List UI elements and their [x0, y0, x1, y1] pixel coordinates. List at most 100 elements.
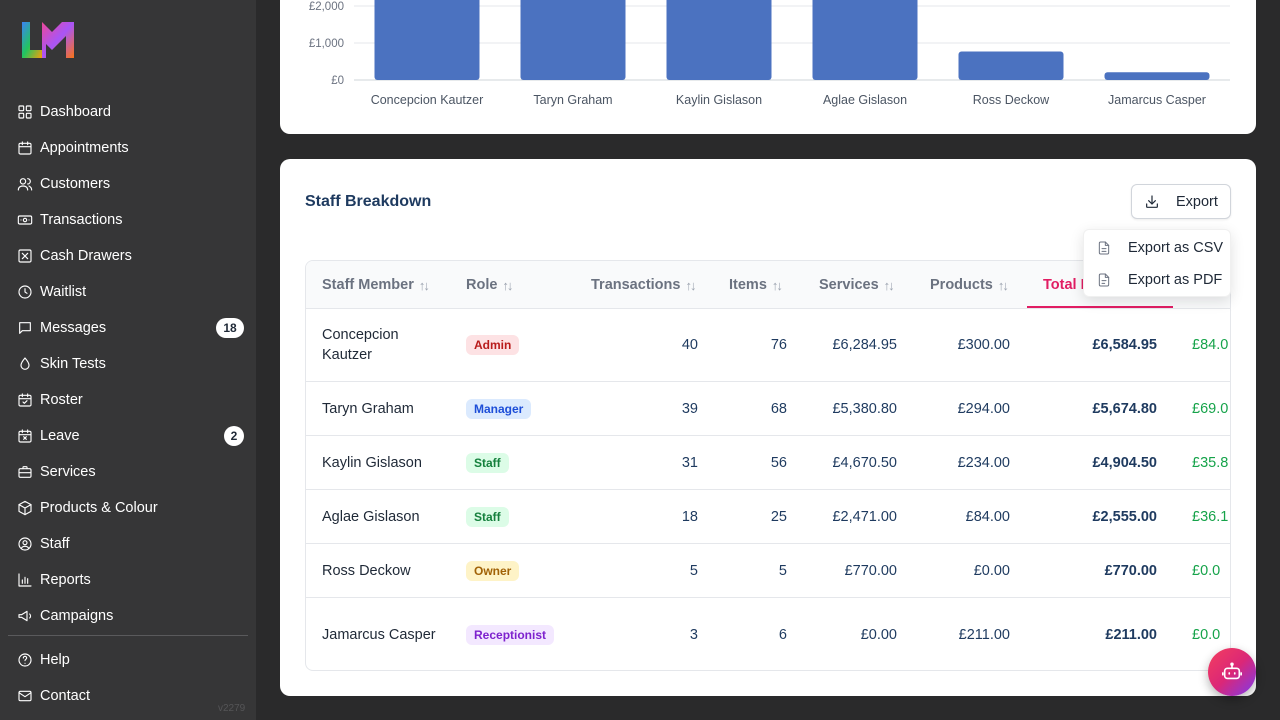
box-icon — [16, 499, 34, 517]
sidebar-item-help[interactable]: Help — [16, 646, 248, 674]
export-label: Export — [1176, 193, 1218, 210]
column-products[interactable]: Products ↑↓ — [930, 277, 1009, 293]
products-value: £211.00 — [958, 626, 1010, 643]
sidebar-item-products-colour[interactable]: Products & Colour — [16, 494, 248, 522]
sidebar-item-reports[interactable]: Reports — [16, 566, 248, 594]
sidebar-item-dashboard[interactable]: Dashboard — [16, 98, 248, 126]
column-staff-member[interactable]: Staff Member ↑↓ — [322, 277, 430, 293]
export-button[interactable]: Export — [1131, 184, 1231, 219]
transactions-value: 18 — [681, 508, 698, 525]
table-row[interactable]: Taryn Graham Manager 39 68 £5,380.80 £294.00 £… — [306, 382, 1230, 436]
chart-bar — [812, 0, 918, 80]
bar-chart-icon — [16, 571, 34, 589]
sort-icon: ↑↓ — [418, 277, 430, 293]
items-value: 5 — [778, 562, 787, 579]
download-icon — [1146, 194, 1158, 208]
transactions-value: 39 — [681, 400, 698, 417]
items-value: 68 — [770, 400, 787, 417]
count-badge: 18 — [216, 318, 244, 338]
message-icon — [16, 319, 34, 337]
table-row[interactable]: Kaylin Gislason Staff 31 56 £4,670.50 £234.00… — [306, 436, 1230, 490]
table-row[interactable]: Ross Deckow Owner 5 5 £770.00 £0.00 £770.00 £0.… — [306, 544, 1230, 598]
sidebar-item-label: Cash Drawers — [40, 248, 132, 264]
staff-breakdown-table: Staff Member ↑↓ Role ↑↓ Transactions ↑↓ Ite… — [305, 260, 1231, 671]
sidebar-item-appointments[interactable]: Appointments — [16, 134, 248, 162]
column-total-revenue[interactable]: Total R — [1043, 277, 1092, 293]
chart-bar — [374, 0, 480, 80]
sidebar-item-cash-drawers[interactable]: Cash Drawers — [16, 242, 248, 270]
products-value: £294.00 — [957, 400, 1010, 417]
sidebar-item-label: Messages — [40, 320, 107, 336]
table-row[interactable]: Concepcion Kautzer Admin 40 76 £6,284.95 £300… — [306, 309, 1230, 382]
sidebar-item-skin-tests[interactable]: Skin Tests — [16, 350, 248, 378]
services-value: £5,380.80 — [832, 400, 897, 417]
role-badge: Manager — [466, 398, 532, 419]
sidebar-item-leave[interactable]: Leave 2 — [16, 422, 248, 450]
role-cell: Receptionist — [466, 598, 555, 670]
export-dropdown-menu: Export as CSV Export as PDF — [1083, 229, 1231, 297]
sidebar-item-label: Customers — [40, 176, 111, 192]
sort-icon: ↑↓ — [997, 277, 1009, 293]
role-cell: Owner — [466, 544, 520, 597]
table-row[interactable]: Jamarcus Casper Receptionist 3 6 £0.00 £211.0… — [306, 598, 1230, 670]
table-row[interactable]: Aglae Gislason Staff 18 25 £2,471.00 £84.00 £2… — [306, 490, 1230, 544]
sidebar-item-label: Contact — [40, 688, 90, 704]
column-transactions[interactable]: Transactions ↑↓ — [591, 277, 696, 293]
dashboard-icon — [16, 103, 34, 121]
total-revenue-value: £4,904.50 — [1092, 454, 1157, 471]
extra-value: £35.8 — [1192, 454, 1229, 471]
cash-drawer-icon — [16, 247, 34, 265]
y-tick-label: £1,000 — [309, 38, 344, 50]
y-tick-label: £2,000 — [309, 1, 344, 13]
sidebar-item-label: Products & Colour — [40, 500, 158, 516]
active-sort-indicator — [1027, 306, 1173, 308]
assistant-button[interactable] — [1208, 648, 1256, 696]
sidebar-item-label: Leave — [40, 428, 80, 444]
table-header: Staff Member ↑↓ Role ↑↓ Transactions ↑↓ Ite… — [306, 261, 1230, 309]
export-pdf-option[interactable]: Export as PDF — [1084, 264, 1232, 296]
y-tick-label: £0 — [331, 75, 344, 87]
sidebar-item-waitlist[interactable]: Waitlist — [16, 278, 248, 306]
column-items[interactable]: Items ↑↓ — [729, 277, 783, 293]
column-services[interactable]: Services ↑↓ — [819, 277, 895, 293]
chart-bar — [520, 0, 626, 80]
services-value: £770.00 — [844, 562, 897, 579]
role-badge: Staff — [466, 506, 509, 527]
calendar-x-icon — [16, 427, 34, 445]
sidebar-item-campaigns[interactable]: Campaigns — [16, 602, 248, 630]
sidebar-item-customers[interactable]: Customers — [16, 170, 248, 198]
x-tick-label: Kaylin Gislason — [676, 93, 762, 107]
sidebar-item-services[interactable]: Services — [16, 458, 248, 486]
export-pdf-label: Export as PDF — [1128, 272, 1223, 288]
sidebar-item-messages[interactable]: Messages 18 — [16, 314, 248, 342]
products-value: £300.00 — [957, 337, 1010, 353]
transactions-value: 40 — [681, 337, 698, 353]
card-title: Staff Breakdown — [305, 193, 432, 210]
transactions-value: 31 — [681, 454, 698, 471]
sidebar-item-label: Roster — [40, 392, 83, 408]
briefcase-icon — [16, 463, 34, 481]
sidebar-item-roster[interactable]: Roster — [16, 386, 248, 414]
staff-name: Kaylin Gislason — [322, 454, 422, 471]
role-cell: Staff — [466, 436, 509, 489]
services-value: £2,471.00 — [832, 508, 897, 525]
sidebar-item-transactions[interactable]: Transactions — [16, 206, 248, 234]
sidebar-item-label: Skin Tests — [40, 356, 106, 372]
staff-revenue-chart-card: £0 £1,000 £2,000 Concepcion Kautzer Taryn Gr… — [280, 0, 1256, 134]
column-role[interactable]: Role ↑↓ — [466, 277, 513, 293]
help-circle-icon — [16, 651, 34, 669]
role-badge: Admin — [466, 335, 520, 355]
brand-logo[interactable] — [22, 22, 76, 58]
sort-icon: ↑↓ — [771, 277, 783, 293]
items-value: 6 — [778, 626, 787, 643]
x-tick-label: Taryn Graham — [533, 93, 612, 107]
sidebar-divider — [8, 635, 248, 636]
sidebar-item-contact[interactable]: Contact — [16, 682, 248, 710]
staff-name: Concepcion Kautzer — [322, 327, 399, 363]
chart-bar — [958, 51, 1064, 80]
export-csv-option[interactable]: Export as CSV — [1084, 232, 1232, 264]
sidebar-item-staff[interactable]: Staff — [16, 530, 248, 558]
sort-icon: ↑↓ — [685, 277, 696, 293]
mail-icon — [16, 687, 34, 705]
extra-value: £69.0 — [1192, 400, 1229, 417]
